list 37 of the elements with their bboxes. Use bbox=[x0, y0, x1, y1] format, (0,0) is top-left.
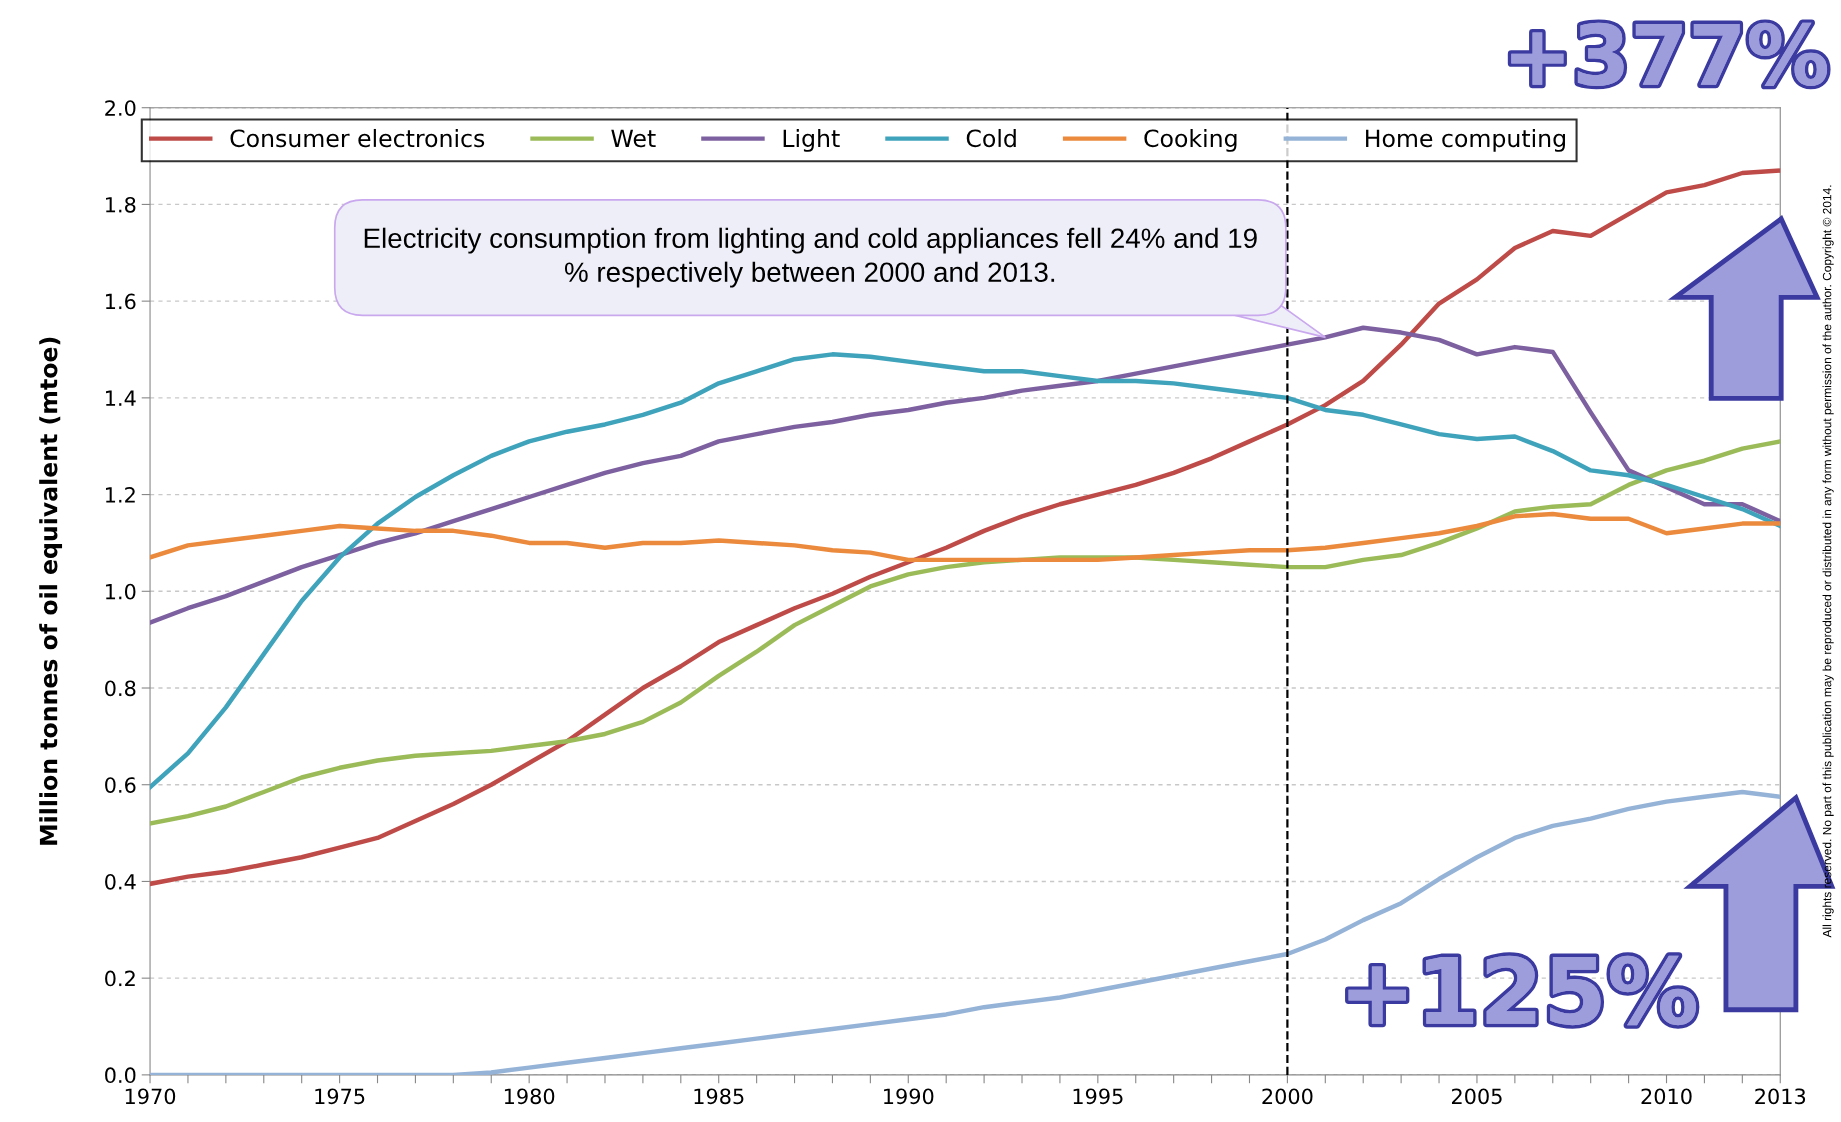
legend-label: Consumer electronics bbox=[230, 128, 485, 148]
y-tick-label: 2.0 bbox=[105, 100, 136, 116]
y-tick-label: 0.2 bbox=[105, 970, 135, 987]
line-series bbox=[150, 511, 1781, 563]
annotation: Electricity consumption from lighting and cold appliances fell 24% and 19 % respectively between 2000 and 2013. bbox=[364, 227, 1257, 288]
line-series bbox=[150, 325, 1781, 625]
x-tick-label: 2005 bbox=[1451, 1088, 1502, 1105]
y-tick-label: 1.4 bbox=[106, 390, 136, 406]
y-tick-label: 0.4 bbox=[105, 873, 136, 890]
x-tick-label: 2013 bbox=[1755, 1088, 1806, 1105]
x-tick-label: 1970 bbox=[125, 1088, 176, 1105]
x-tick-label: 1975 bbox=[315, 1088, 365, 1105]
x-tick-label: 1995 bbox=[1073, 1088, 1123, 1105]
legend-label: Home computing bbox=[1366, 128, 1565, 152]
x-tick-label: 1985 bbox=[694, 1088, 744, 1105]
x-tick-label: 2010 bbox=[1641, 1088, 1692, 1105]
x-tick-label: 2000 bbox=[1262, 1088, 1313, 1105]
y-tick-label: 0.8 bbox=[105, 680, 136, 697]
y-tick-label: 1.8 bbox=[106, 196, 136, 213]
x-tick-label: 1990 bbox=[884, 1088, 934, 1105]
x-tick-label: 1980 bbox=[504, 1088, 555, 1105]
text: +377% bbox=[1511, 22, 1828, 86]
y-tick-label: 1.6 bbox=[106, 293, 136, 310]
line-series bbox=[150, 352, 1781, 790]
y-tick-label: 1.0 bbox=[106, 583, 136, 600]
legend-label: Light bbox=[783, 128, 840, 152]
y-tick-label: 0.0 bbox=[105, 1067, 136, 1084]
y-tick-label: 1.2 bbox=[106, 487, 135, 503]
line-series bbox=[150, 439, 1781, 826]
y-tick-label: 0.6 bbox=[105, 777, 136, 793]
legend-label: Cooking bbox=[1144, 128, 1237, 152]
text: All rights reserved. No part of this publication may be reproduced or distributed in any form without permission of the author. Copyright © 2014. bbox=[1822, 185, 1834, 938]
line-series bbox=[150, 168, 1781, 887]
y-axis-title: Million tonnes of oil equivalent (mtoe) bbox=[39, 337, 63, 845]
legend-label: Cold bbox=[966, 128, 1016, 148]
annotation: +125% bbox=[1348, 955, 1696, 1026]
legend-label: Wet bbox=[611, 129, 656, 148]
